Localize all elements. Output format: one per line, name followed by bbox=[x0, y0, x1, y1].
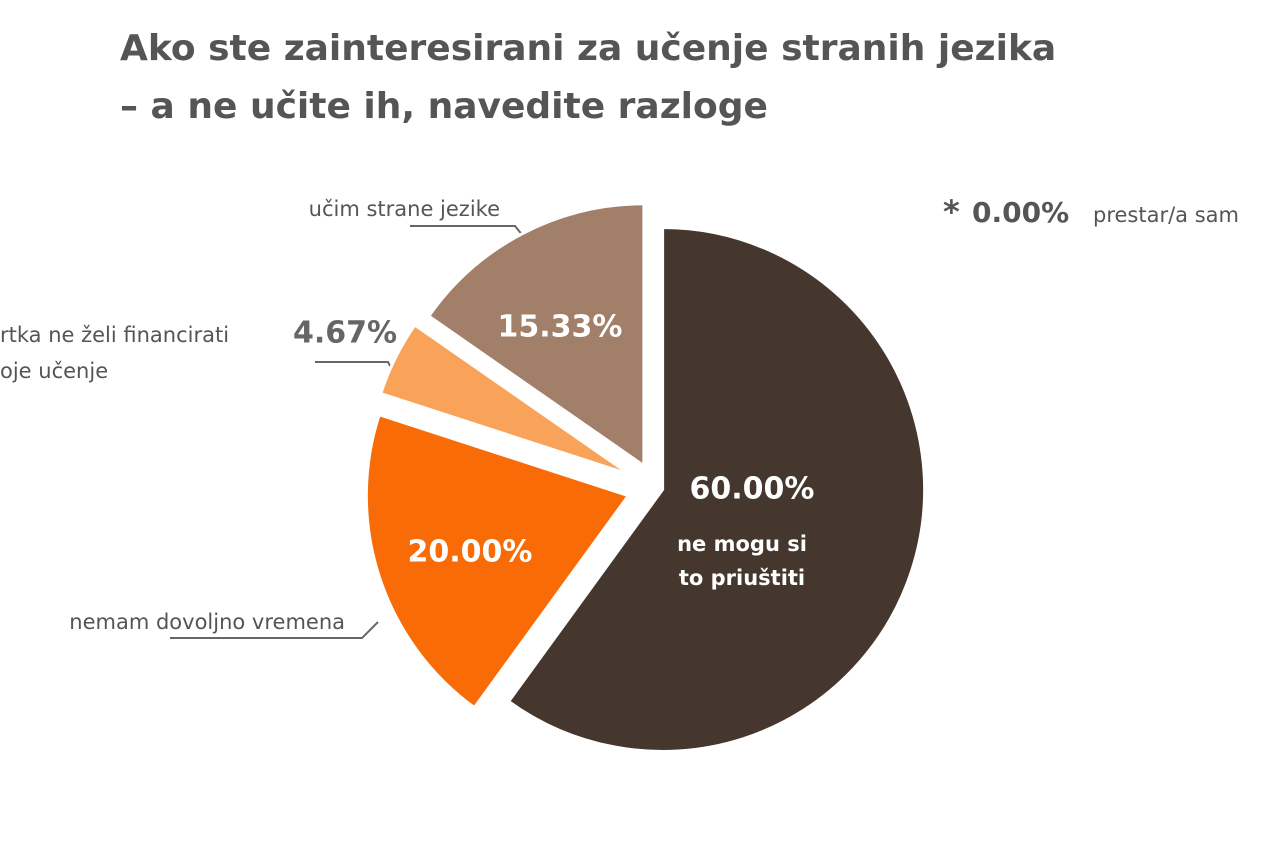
value-label: 4.67% bbox=[293, 316, 397, 351]
value-label: 60.00% bbox=[690, 472, 815, 507]
pie-slice bbox=[378, 322, 631, 476]
slice-label: ne mogu si bbox=[677, 532, 807, 556]
slice-label: učim strane jezike bbox=[309, 197, 500, 221]
slice-label: nemam dovoljno vremena bbox=[69, 610, 345, 634]
slice-label: to priuštiti bbox=[679, 566, 805, 590]
pie-slice bbox=[506, 225, 927, 753]
pie-slice bbox=[426, 202, 646, 469]
pie-slice bbox=[364, 412, 631, 710]
value-label: 15.33% bbox=[498, 310, 623, 345]
note-value: 0.00% bbox=[972, 196, 1069, 229]
note-marker: * bbox=[943, 193, 960, 231]
chart-title: – a ne učite ih, navedite razloge bbox=[120, 86, 768, 127]
chart-title: Ako ste zainteresirani za učenje stranih… bbox=[120, 28, 1056, 69]
slice-label: oje učenje bbox=[0, 359, 108, 383]
note-label: prestar/a sam bbox=[1093, 203, 1239, 227]
slice-label: rtka ne želi financirati bbox=[0, 323, 229, 347]
leader-line bbox=[170, 621, 379, 639]
value-label: 20.00% bbox=[408, 535, 533, 570]
leader-line bbox=[315, 361, 396, 376]
